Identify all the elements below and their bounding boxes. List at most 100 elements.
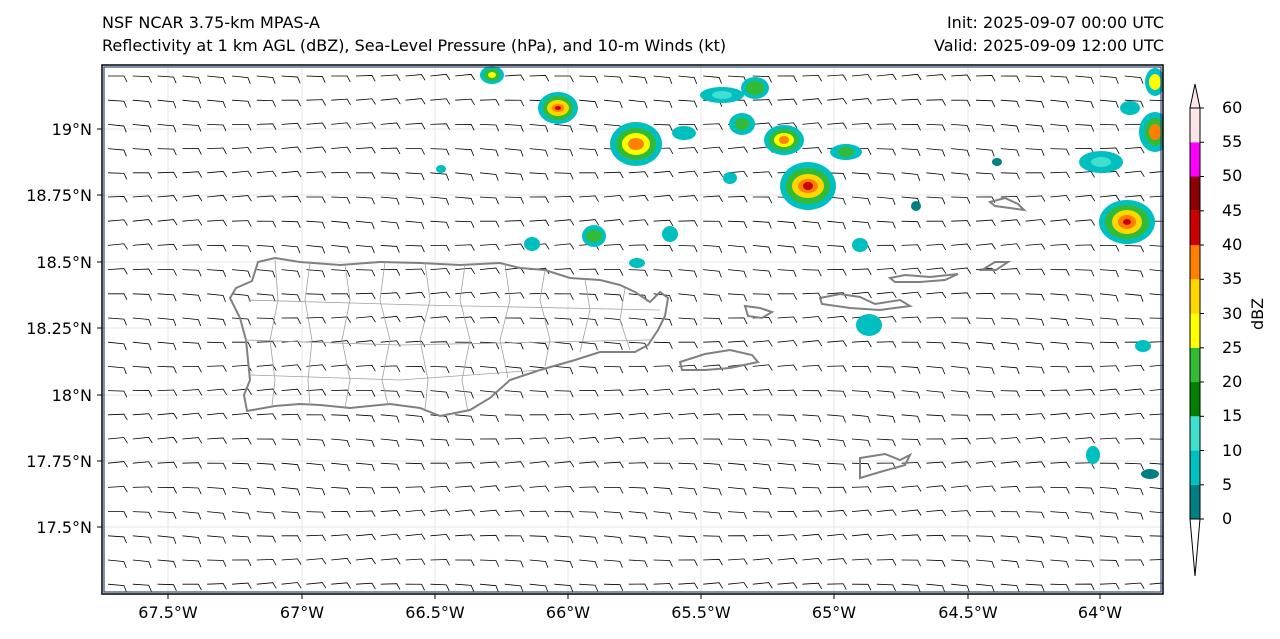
wind-barb [827, 583, 847, 590]
wind-barb [926, 414, 946, 423]
wind-barb [1124, 462, 1144, 471]
wind-barb [1075, 559, 1095, 568]
wind-barb [380, 315, 401, 323]
wind-barb [554, 219, 575, 226]
lon-label-67: 67°W [279, 603, 325, 622]
wind-barb [207, 170, 228, 178]
wind-barb [256, 99, 276, 108]
wind-barb [504, 148, 524, 157]
puerto-rico-outline [228, 256, 670, 418]
wind-barb [455, 73, 476, 81]
colorbar-segment [1190, 108, 1200, 143]
colorbar-segment [1190, 245, 1200, 280]
wind-barb [256, 293, 276, 302]
wind-barb [281, 293, 301, 302]
land-features [228, 196, 1027, 480]
wind-barb [876, 268, 897, 275]
wind-barb [430, 485, 451, 493]
wind-barb [1000, 511, 1021, 518]
wind-barb [1149, 195, 1163, 202]
wind-barb [455, 341, 475, 349]
wind-barb [653, 99, 673, 109]
wind-barb [157, 436, 178, 444]
wind-barb [157, 583, 177, 591]
wind-barb [306, 245, 326, 254]
wind-barb [157, 219, 178, 226]
wind-barb [231, 293, 251, 302]
wind-barb [405, 220, 425, 230]
echo-cell [911, 201, 921, 211]
wind-barb [355, 316, 376, 323]
wind-barb [653, 511, 673, 520]
wind-barb [1149, 582, 1163, 589]
wind-barb [802, 487, 822, 495]
wind-barb [504, 583, 524, 593]
wind-barb [207, 511, 226, 520]
wind-barb [951, 172, 970, 181]
wind-barb [1149, 364, 1163, 371]
wind-barb [107, 461, 128, 468]
wind-barb [703, 413, 723, 420]
wind-barb [901, 172, 921, 181]
wind-barb [331, 487, 351, 495]
wind-barb [752, 534, 773, 542]
wind-barb [901, 534, 922, 541]
wind-barb [1124, 511, 1144, 520]
wind-barb [752, 99, 773, 106]
wind-barb [1050, 461, 1071, 469]
wind-barb [876, 438, 896, 447]
wind-barb [455, 462, 475, 469]
wind-barb [331, 220, 350, 230]
wind-barb [281, 511, 301, 519]
wind-barb [1149, 558, 1163, 566]
wind-barb [132, 390, 153, 397]
wind-barb [1099, 535, 1119, 544]
colorbar-tick-40: 40 [1222, 235, 1243, 254]
wind-barb [777, 582, 798, 589]
echo-cell [662, 226, 678, 242]
wind-barb [132, 317, 152, 326]
wind-barb [975, 292, 996, 300]
wind-barb [628, 462, 649, 469]
wind-barb [727, 196, 748, 203]
wind-barb [132, 268, 153, 276]
wind-barb [926, 366, 946, 375]
wind-barb [355, 75, 376, 82]
wind-barb [876, 244, 897, 252]
wind-barb [579, 413, 599, 420]
wind-barb [1050, 75, 1070, 84]
wind-barb [355, 438, 375, 448]
wind-barb [306, 220, 326, 229]
wind-barb [132, 559, 152, 569]
culebra-island [743, 304, 775, 320]
wind-barb [628, 219, 649, 226]
wind-barb [529, 124, 549, 133]
wind-barb [207, 219, 227, 227]
wind-barb [157, 461, 178, 469]
wind-barb [752, 122, 773, 129]
colorbar-tick-15: 15 [1222, 406, 1243, 425]
map-frame [101, 64, 1164, 595]
wind-barb [331, 582, 351, 589]
wind-barb [380, 245, 400, 253]
wind-barb [107, 485, 128, 493]
wind-barb [1124, 269, 1144, 278]
wind-barb [107, 317, 127, 326]
wind-barb [901, 366, 921, 374]
wind-barb [1000, 99, 1020, 108]
vieques-island [678, 348, 760, 371]
wind-barb [851, 533, 872, 541]
wind-barb [405, 268, 426, 276]
wind-barb [554, 195, 574, 203]
wind-barb [554, 511, 574, 518]
wind-barb [281, 245, 301, 254]
wind-barb [554, 437, 575, 444]
wind-barb [1099, 75, 1119, 85]
wind-barb [529, 292, 550, 300]
echo-cell [582, 225, 606, 247]
colorbar-max-arrow [1189, 83, 1201, 109]
wind-barb [281, 122, 302, 130]
wind-barb [231, 317, 251, 326]
wind-barb [1025, 559, 1045, 569]
wind-barb [1099, 559, 1120, 567]
